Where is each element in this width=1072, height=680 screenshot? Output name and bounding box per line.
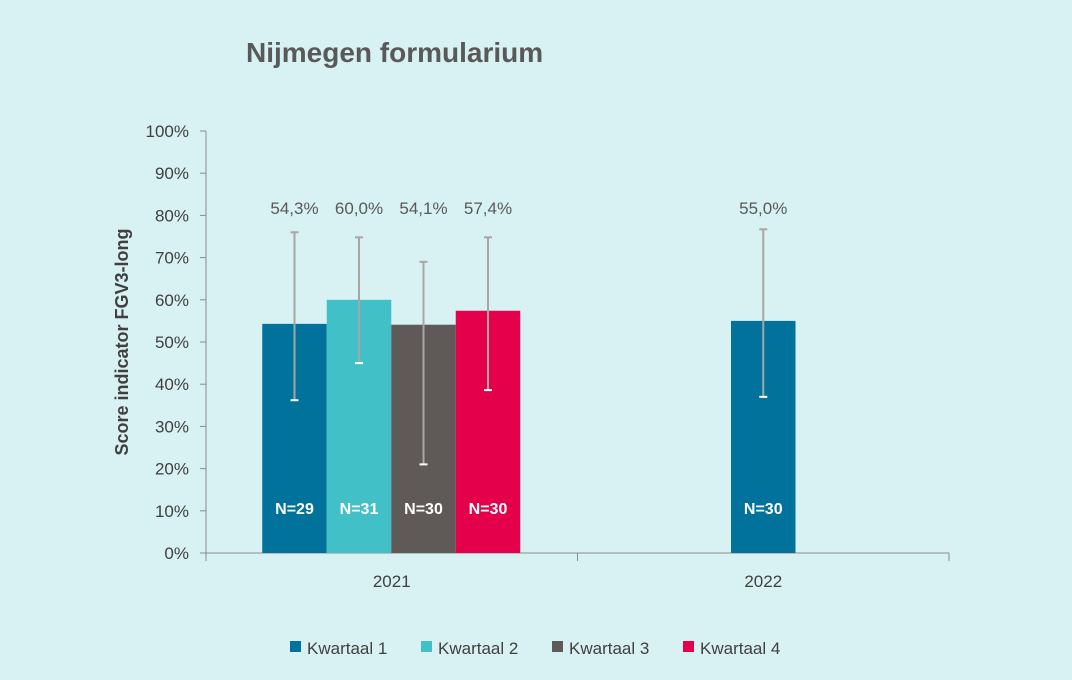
y-tick-label: 70% — [155, 249, 189, 268]
data-label: 54,1% — [399, 199, 447, 218]
data-label: 55,0% — [739, 199, 787, 218]
n-label: N=29 — [275, 501, 314, 518]
n-label: N=30 — [744, 501, 783, 518]
data-label: 60,0% — [335, 199, 383, 218]
legend-label: Kwartaal 1 — [307, 639, 387, 658]
y-tick-label: 100% — [146, 122, 189, 141]
legend-swatch — [552, 641, 563, 652]
plot-area: 0% 10% 20% 30% 40% 50% 60% 70% 80% 90% 100% 2021 202… — [146, 122, 950, 591]
y-tick-label: 80% — [155, 206, 189, 225]
chart-title: Nijmegen formularium — [246, 37, 543, 68]
legend-swatch — [290, 641, 301, 652]
y-tick-label: 30% — [155, 417, 189, 436]
y-tick-label: 0% — [164, 544, 189, 563]
legend-swatch — [421, 641, 432, 652]
x-tick-label: 2022 — [744, 572, 782, 591]
x-tick-label: 2021 — [373, 572, 411, 591]
data-label: 57,4% — [464, 199, 512, 218]
data-label: 54,3% — [270, 199, 318, 218]
y-tick-label: 90% — [155, 164, 189, 183]
legend-swatch — [683, 641, 694, 652]
legend: Kwartaal 1 Kwartaal 2 Kwartaal 3 Kwartaal 4 — [290, 639, 780, 658]
legend-label: Kwartaal 2 — [438, 639, 518, 658]
y-axis-label: Score indicator FGV3-long — [112, 228, 132, 455]
y-tick-label: 60% — [155, 291, 189, 310]
y-tick-label: 40% — [155, 375, 189, 394]
y-tick-label: 10% — [155, 502, 189, 521]
n-label: N=30 — [404, 501, 443, 518]
n-label: N=30 — [469, 501, 508, 518]
y-tick-label: 50% — [155, 333, 189, 352]
y-tick-label: 20% — [155, 460, 189, 479]
n-label: N=31 — [340, 501, 379, 518]
legend-label: Kwartaal 3 — [569, 639, 649, 658]
legend-label: Kwartaal 4 — [700, 639, 780, 658]
